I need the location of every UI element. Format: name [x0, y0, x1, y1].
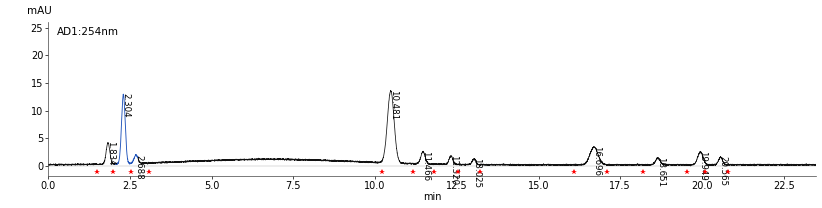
Text: 18.651: 18.651 — [656, 157, 665, 187]
Text: 20.565: 20.565 — [718, 156, 727, 186]
Text: 11.466: 11.466 — [421, 151, 430, 181]
Text: 2.688: 2.688 — [134, 155, 143, 180]
Text: AD1:254nm: AD1:254nm — [58, 27, 119, 37]
Text: 13.025: 13.025 — [472, 158, 481, 189]
Text: mAU: mAU — [26, 6, 51, 16]
Text: 10.481: 10.481 — [389, 90, 398, 120]
Text: 12.320: 12.320 — [449, 155, 458, 185]
Text: 2.304: 2.304 — [122, 93, 131, 118]
Text: 16.696: 16.696 — [592, 146, 601, 176]
Text: 1.834: 1.834 — [106, 141, 115, 165]
Text: 19.949: 19.949 — [699, 151, 708, 180]
X-axis label: min: min — [423, 192, 441, 202]
